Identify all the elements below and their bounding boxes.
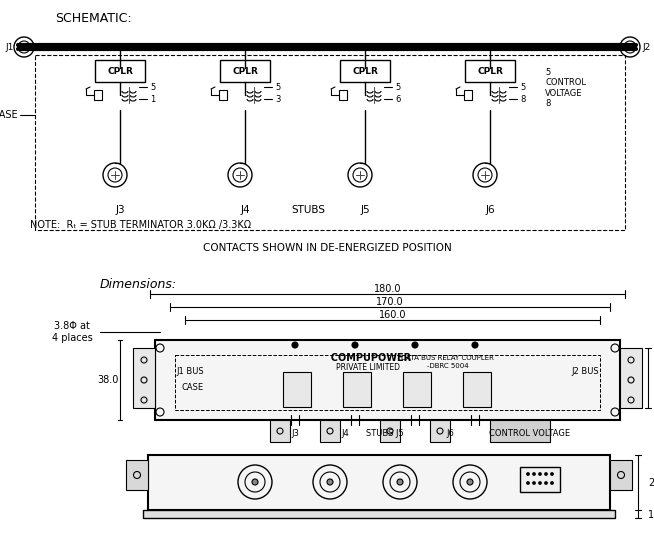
Text: CONTACTS SHOWN IN DE-ENERGIZED POSITION: CONTACTS SHOWN IN DE-ENERGIZED POSITION bbox=[203, 243, 451, 253]
Text: CASE: CASE bbox=[0, 110, 18, 120]
Circle shape bbox=[532, 481, 536, 485]
Bar bbox=[148, 455, 610, 510]
Bar bbox=[465, 60, 515, 82]
Text: 5: 5 bbox=[520, 83, 525, 92]
Text: 160.0: 160.0 bbox=[379, 310, 406, 320]
Text: CONTROL VOLTAGE: CONTROL VOLTAGE bbox=[489, 429, 570, 438]
Text: 8: 8 bbox=[520, 94, 525, 103]
Text: J2 BUS: J2 BUS bbox=[642, 42, 654, 51]
Text: 1.2: 1.2 bbox=[648, 510, 654, 520]
Text: J1 BUS: J1 BUS bbox=[5, 42, 35, 51]
Text: J2 BUS: J2 BUS bbox=[571, 368, 599, 376]
Text: -DBRC 5004: -DBRC 5004 bbox=[426, 363, 468, 369]
Bar bbox=[320, 420, 340, 442]
Bar bbox=[220, 60, 270, 82]
Bar bbox=[339, 90, 347, 100]
Text: CASE: CASE bbox=[182, 383, 204, 392]
Text: 170.0: 170.0 bbox=[376, 297, 404, 307]
Bar bbox=[95, 60, 145, 82]
Circle shape bbox=[532, 473, 536, 475]
Text: 5: 5 bbox=[150, 83, 155, 92]
Text: STUBS: STUBS bbox=[291, 205, 325, 215]
Bar bbox=[219, 90, 227, 100]
Text: J3: J3 bbox=[291, 429, 299, 438]
Bar bbox=[175, 355, 600, 410]
Text: NOTE:  Rₜ = STUB TERMINATOR 3.0KΩ /3.3KΩ: NOTE: Rₜ = STUB TERMINATOR 3.0KΩ /3.3KΩ bbox=[30, 220, 251, 230]
Circle shape bbox=[538, 473, 542, 475]
Bar bbox=[94, 90, 102, 100]
Bar bbox=[430, 420, 450, 442]
Bar bbox=[283, 372, 311, 407]
Bar bbox=[340, 60, 390, 82]
Circle shape bbox=[551, 473, 553, 475]
Text: DATA BUS RELAY COUPLER: DATA BUS RELAY COUPLER bbox=[401, 355, 494, 361]
Circle shape bbox=[352, 342, 358, 348]
Bar bbox=[464, 90, 472, 100]
Circle shape bbox=[467, 479, 473, 485]
Bar bbox=[520, 467, 560, 492]
Circle shape bbox=[397, 479, 403, 485]
Text: Dimensions:: Dimensions: bbox=[100, 278, 177, 291]
Text: 3: 3 bbox=[275, 94, 281, 103]
Bar bbox=[155, 340, 620, 420]
Text: 5: 5 bbox=[395, 83, 400, 92]
Text: COMPUPOWER: COMPUPOWER bbox=[324, 353, 411, 363]
Bar bbox=[143, 510, 615, 518]
Circle shape bbox=[526, 473, 530, 475]
Text: PRIVATE LIMITED: PRIVATE LIMITED bbox=[336, 362, 400, 371]
Text: J4: J4 bbox=[341, 429, 349, 438]
Text: 180.0: 180.0 bbox=[373, 284, 402, 294]
Circle shape bbox=[538, 481, 542, 485]
Text: CPLR: CPLR bbox=[232, 66, 258, 76]
Bar bbox=[610, 460, 632, 490]
Circle shape bbox=[292, 342, 298, 348]
Text: STUBS J5: STUBS J5 bbox=[366, 429, 404, 438]
Bar bbox=[270, 420, 290, 442]
Text: J1 BUS: J1 BUS bbox=[176, 368, 204, 376]
Circle shape bbox=[412, 342, 418, 348]
Bar bbox=[463, 372, 491, 407]
Circle shape bbox=[551, 481, 553, 485]
Bar bbox=[403, 372, 431, 407]
Text: SCHEMATIC:: SCHEMATIC: bbox=[55, 12, 131, 25]
Bar bbox=[35, 55, 625, 230]
Circle shape bbox=[472, 342, 478, 348]
Text: CPLR: CPLR bbox=[107, 66, 133, 76]
Circle shape bbox=[252, 479, 258, 485]
Text: 6: 6 bbox=[395, 94, 400, 103]
Text: J6: J6 bbox=[485, 205, 495, 215]
Text: 5
CONTROL
VOLTAGE
8: 5 CONTROL VOLTAGE 8 bbox=[545, 68, 586, 108]
Text: 5: 5 bbox=[275, 83, 281, 92]
Text: J6: J6 bbox=[446, 429, 454, 438]
Bar bbox=[133, 348, 155, 408]
Text: 25.4: 25.4 bbox=[648, 478, 654, 488]
Text: J3: J3 bbox=[115, 205, 125, 215]
Bar bbox=[380, 420, 400, 442]
Text: 38.0: 38.0 bbox=[97, 375, 118, 385]
Circle shape bbox=[526, 481, 530, 485]
Circle shape bbox=[545, 473, 547, 475]
Bar bbox=[620, 348, 642, 408]
Bar bbox=[490, 420, 550, 442]
Text: CPLR: CPLR bbox=[477, 66, 503, 76]
Text: 3.8Φ at
4 places: 3.8Φ at 4 places bbox=[52, 321, 92, 343]
Text: 1: 1 bbox=[150, 94, 155, 103]
Circle shape bbox=[327, 479, 333, 485]
Text: J4: J4 bbox=[240, 205, 250, 215]
Circle shape bbox=[545, 481, 547, 485]
Text: CPLR: CPLR bbox=[352, 66, 378, 76]
Bar bbox=[126, 460, 148, 490]
Text: J5: J5 bbox=[360, 205, 370, 215]
Bar bbox=[343, 372, 371, 407]
